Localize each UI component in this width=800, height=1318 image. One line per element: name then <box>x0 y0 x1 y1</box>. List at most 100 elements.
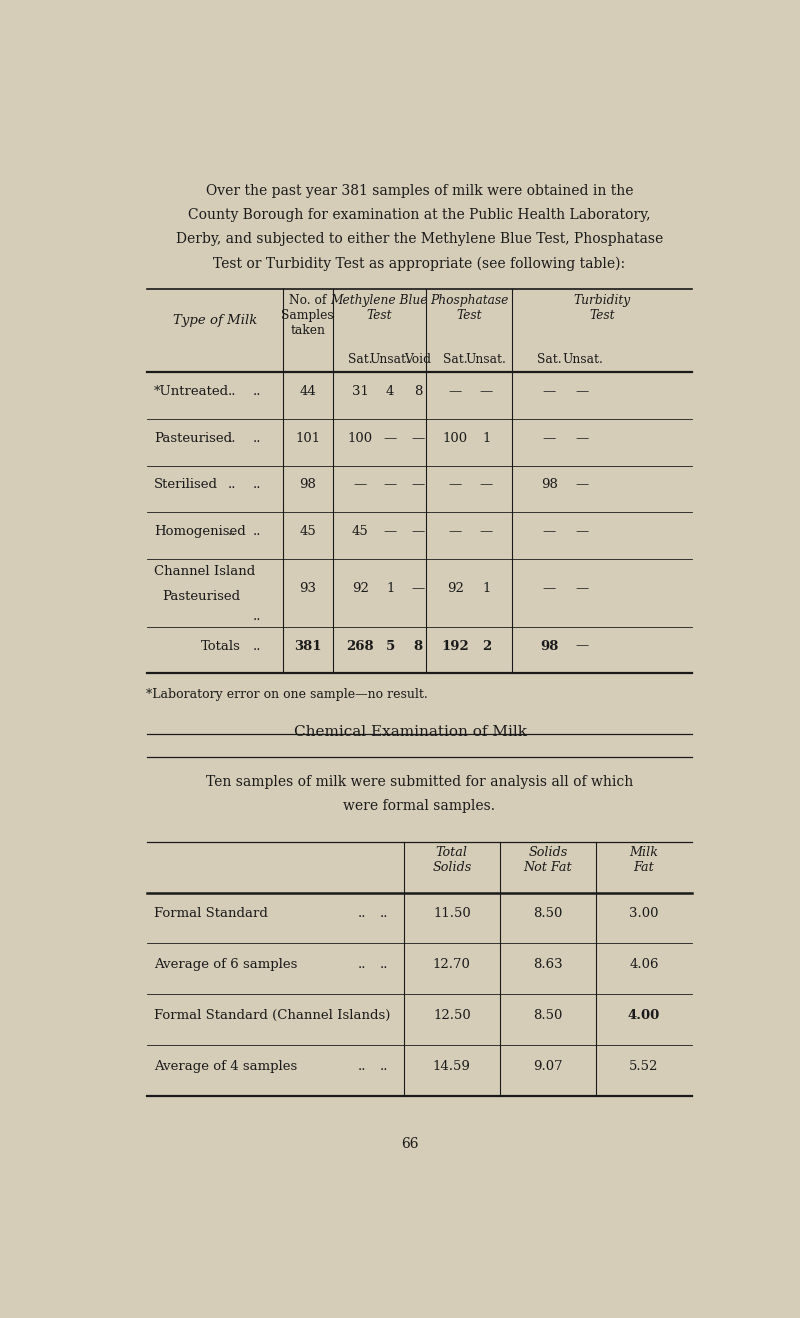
Text: 100: 100 <box>442 432 468 444</box>
Text: —: — <box>383 525 397 538</box>
Text: —: — <box>411 432 425 444</box>
Text: —: — <box>576 639 589 652</box>
Text: —: — <box>543 525 556 538</box>
Text: No. of
Samples
taken: No. of Samples taken <box>282 294 334 337</box>
Text: 1: 1 <box>482 583 490 596</box>
Text: Channel Island: Channel Island <box>154 565 255 579</box>
Text: Unsat.: Unsat. <box>466 353 506 366</box>
Text: 9.07: 9.07 <box>533 1060 562 1073</box>
Text: —: — <box>576 385 589 398</box>
Text: 5: 5 <box>386 639 394 652</box>
Text: County Borough for examination at the Public Health Laboratory,: County Borough for examination at the Pu… <box>188 208 650 221</box>
Text: Methylene Blue
Test: Methylene Blue Test <box>330 294 428 322</box>
Text: 8: 8 <box>414 639 422 652</box>
Text: —: — <box>449 478 462 492</box>
Text: were formal samples.: were formal samples. <box>343 799 495 813</box>
Text: 98: 98 <box>541 478 558 492</box>
Text: —: — <box>576 432 589 444</box>
Text: —: — <box>411 525 425 538</box>
Text: ..: .. <box>228 478 236 492</box>
Text: ..: .. <box>253 478 261 492</box>
Text: —: — <box>576 478 589 492</box>
Text: ..: .. <box>380 958 388 971</box>
Text: 98: 98 <box>540 639 558 652</box>
Text: ..: .. <box>358 958 366 971</box>
Text: —: — <box>480 385 493 398</box>
Text: 5.52: 5.52 <box>630 1060 658 1073</box>
Text: 92: 92 <box>352 583 369 596</box>
Text: —: — <box>383 478 397 492</box>
Text: *Laboratory error on one sample—no result.: *Laboratory error on one sample—no resul… <box>146 688 428 701</box>
Text: 92: 92 <box>447 583 464 596</box>
Text: —: — <box>543 385 556 398</box>
Text: 2: 2 <box>482 639 491 652</box>
Text: 101: 101 <box>295 432 320 444</box>
Text: 8.50: 8.50 <box>534 1008 562 1021</box>
Text: Turbidity
Test: Turbidity Test <box>574 294 630 322</box>
Text: ..: .. <box>228 525 236 538</box>
Text: Sterilised: Sterilised <box>154 478 218 492</box>
Text: ..: .. <box>253 639 261 652</box>
Text: —: — <box>411 583 425 596</box>
Text: 12.50: 12.50 <box>433 1008 470 1021</box>
Text: Pasteurised: Pasteurised <box>154 432 232 444</box>
Text: Test or Turbidity Test as appropriate (see following table):: Test or Turbidity Test as appropriate (s… <box>214 257 626 272</box>
Text: Void: Void <box>405 353 431 366</box>
Text: 31: 31 <box>352 385 369 398</box>
Text: Solids
Not Fat: Solids Not Fat <box>524 846 572 874</box>
Text: 66: 66 <box>402 1136 418 1151</box>
Text: ..: .. <box>228 385 236 398</box>
Text: Sat.: Sat. <box>443 353 467 366</box>
Text: 8: 8 <box>414 385 422 398</box>
Text: 4.00: 4.00 <box>628 1008 660 1021</box>
Text: —: — <box>354 478 367 492</box>
Text: 12.70: 12.70 <box>433 958 470 971</box>
Text: 93: 93 <box>299 583 316 596</box>
Text: ..: .. <box>228 432 236 444</box>
Text: —: — <box>480 478 493 492</box>
Text: —: — <box>449 385 462 398</box>
Text: Sat.: Sat. <box>348 353 373 366</box>
Text: —: — <box>449 525 462 538</box>
Text: —: — <box>576 583 589 596</box>
Text: —: — <box>576 525 589 538</box>
Text: Formal Standard (Channel Islands): Formal Standard (Channel Islands) <box>154 1008 390 1021</box>
Text: *Untreated: *Untreated <box>154 385 229 398</box>
Text: ..: .. <box>253 432 261 444</box>
Text: ..: .. <box>380 907 388 920</box>
Text: —: — <box>411 478 425 492</box>
Text: Average of 6 samples: Average of 6 samples <box>154 958 298 971</box>
Text: Total
Solids: Total Solids <box>432 846 471 874</box>
Text: 381: 381 <box>294 639 322 652</box>
Text: 8.63: 8.63 <box>533 958 562 971</box>
Text: —: — <box>543 432 556 444</box>
Text: Unsat.: Unsat. <box>562 353 602 366</box>
Text: Unsat.: Unsat. <box>370 353 410 366</box>
Text: ..: .. <box>380 1060 388 1073</box>
Text: Phosphatase
Test: Phosphatase Test <box>430 294 508 322</box>
Text: —: — <box>383 432 397 444</box>
Text: ..: .. <box>253 385 261 398</box>
Text: —: — <box>543 583 556 596</box>
Text: Average of 4 samples: Average of 4 samples <box>154 1060 297 1073</box>
Text: 4.06: 4.06 <box>630 958 659 971</box>
Text: ..: .. <box>253 525 261 538</box>
Text: Formal Standard: Formal Standard <box>154 907 268 920</box>
Text: 1: 1 <box>482 432 490 444</box>
Text: Pasteurised: Pasteurised <box>162 590 240 604</box>
Text: 3.00: 3.00 <box>630 907 659 920</box>
Text: —: — <box>480 525 493 538</box>
Text: Milk
Fat: Milk Fat <box>630 846 658 874</box>
Text: ..: .. <box>358 907 366 920</box>
Text: 11.50: 11.50 <box>433 907 470 920</box>
Text: 4: 4 <box>386 385 394 398</box>
Text: Totals: Totals <box>201 639 241 652</box>
Text: ..: .. <box>253 610 261 623</box>
Text: 98: 98 <box>299 478 316 492</box>
Text: Ten samples of milk were submitted for analysis all of which: Ten samples of milk were submitted for a… <box>206 775 633 789</box>
Text: 8.50: 8.50 <box>534 907 562 920</box>
Text: 192: 192 <box>442 639 469 652</box>
Text: Derby, and subjected to either the Methylene Blue Test, Phosphatase: Derby, and subjected to either the Methy… <box>176 232 663 246</box>
Text: ..: .. <box>358 1060 366 1073</box>
Text: 1: 1 <box>386 583 394 596</box>
